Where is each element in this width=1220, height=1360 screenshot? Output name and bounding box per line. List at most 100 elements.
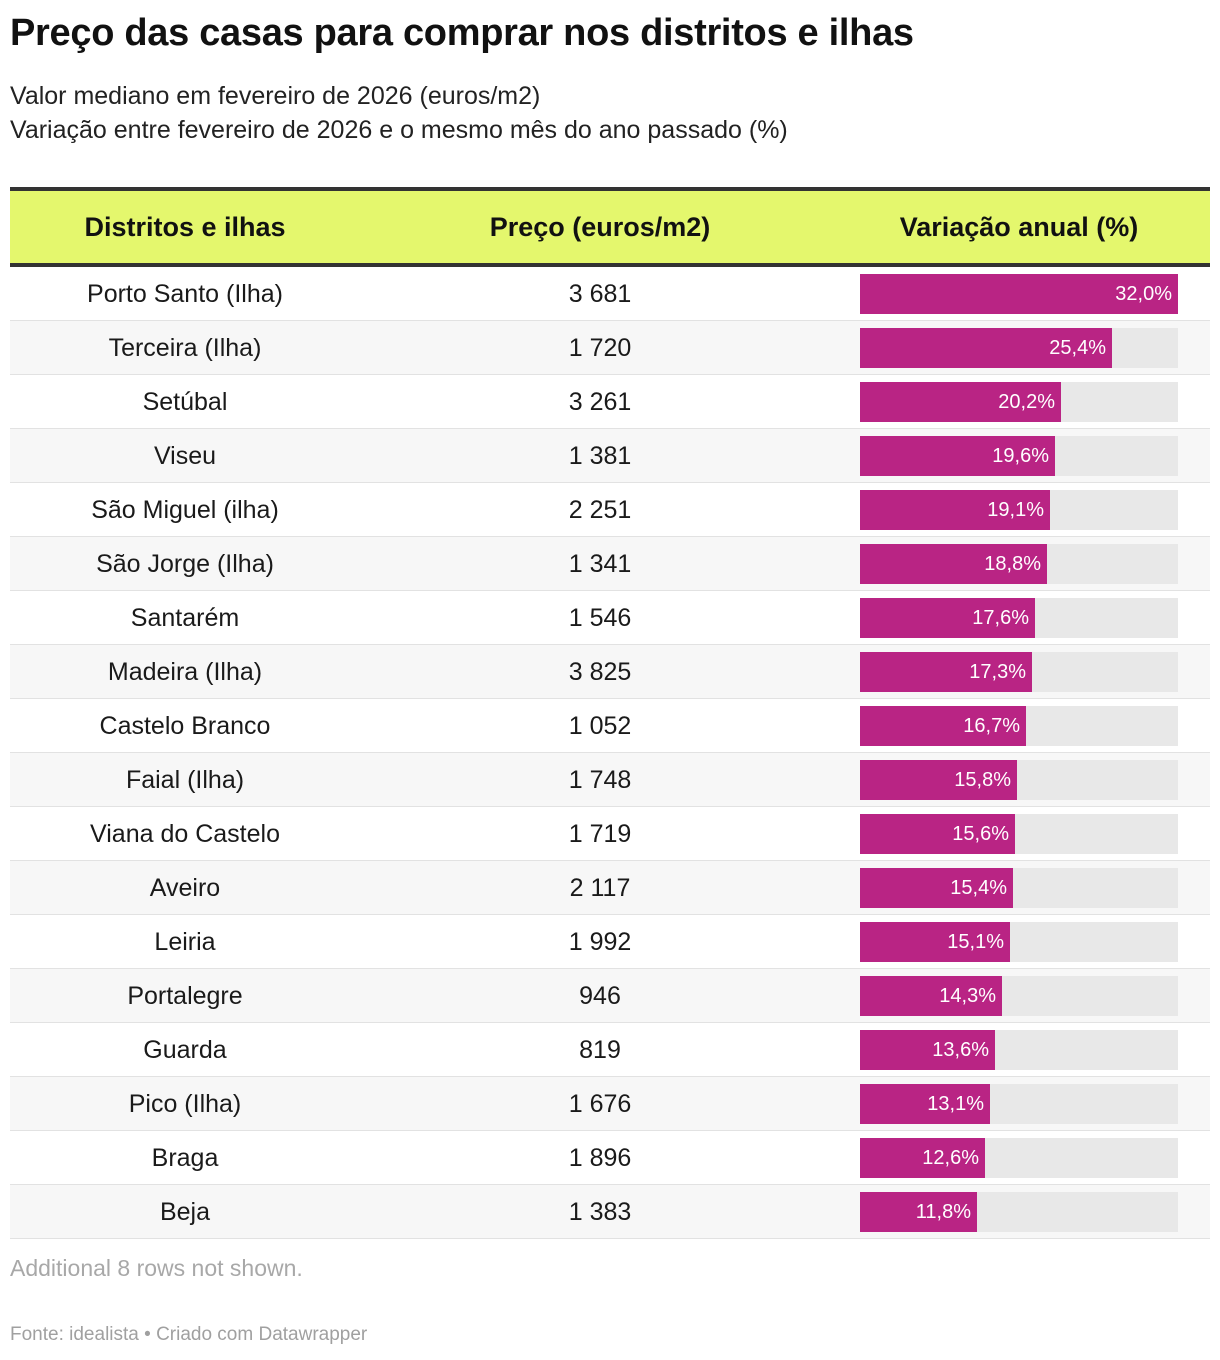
cell-price: 1 748 [568,766,632,794]
bar-track: 17,6% [860,598,1178,638]
bar-track: 19,6% [860,436,1178,476]
table-row: Viana do Castelo 1 719 15,6% [10,807,1210,861]
bar-change [860,274,1178,314]
bar-change [860,976,1002,1016]
cell-price: 1 383 [568,1198,632,1226]
cell-district: Guarda [143,1036,227,1064]
bar-track: 32,0% [860,274,1178,314]
cell-price: 819 [579,1036,621,1064]
table-row: Leiria 1 992 15,1% [10,915,1210,969]
cell-price: 1 381 [568,442,632,470]
bar-change [860,922,1010,962]
cell-district: Viseu [153,442,217,470]
cell-price: 1 341 [568,550,632,578]
cell-price: 1 896 [568,1144,632,1172]
column-header-district[interactable]: Distritos e ilhas [84,212,286,242]
bar-change [860,706,1026,746]
cell-district: São Jorge (Ilha) [96,550,274,578]
bar-track: 12,6% [860,1138,1178,1178]
bar-change [860,544,1047,584]
source-footer: Fonte: idealista • Criado com Datawrappe… [10,1324,368,1345]
bar-track: 15,8% [860,760,1178,800]
table-row: Braga 1 896 12,6% [10,1131,1210,1185]
bar-value-label: 32,0% [1115,283,1172,305]
cell-district: Pico (Ilha) [128,1090,242,1118]
cell-price: 1 719 [568,820,632,848]
bar-track: 17,3% [860,652,1178,692]
table-row: Pico (Ilha) 1 676 13,1% [10,1077,1210,1131]
table-row: Faial (Ilha) 1 748 15,8% [10,753,1210,807]
bar-change [860,652,1032,692]
cell-district: Santarém [130,604,240,632]
bar-value-label: 15,6% [952,823,1009,845]
cell-district: Braga [151,1144,219,1172]
cell-district: Aveiro [149,874,221,902]
bar-value-label: 16,7% [963,715,1020,737]
bar-track: 20,2% [860,382,1178,422]
bar-change [860,1138,985,1178]
bar-value-label: 17,3% [969,661,1026,683]
cell-price: 3 261 [568,388,632,416]
bar-value-label: 15,4% [950,877,1007,899]
cell-district: Setúbal [142,388,228,416]
table-row: Guarda 819 13,6% [10,1023,1210,1077]
bar-value-label: 12,6% [922,1147,979,1169]
cell-district: Faial (Ilha) [125,766,245,794]
chart-title: Preço das casas para comprar nos distrit… [10,12,914,54]
bar-track: 11,8% [860,1192,1178,1232]
bar-change [860,436,1055,476]
cell-price: 946 [579,982,621,1010]
cell-district: Beja [159,1198,211,1226]
column-header-price[interactable]: Preço (euros/m2) [489,212,711,242]
bar-track: 15,6% [860,814,1178,854]
cell-district: Terceira (Ilha) [108,334,262,362]
table-row: Portalegre 946 14,3% [10,969,1210,1023]
cell-district: Madeira (Ilha) [107,658,263,686]
cell-district: São Miguel (ilha) [91,496,279,524]
bar-value-label: 15,8% [954,769,1011,791]
table-row: São Miguel (ilha) 2 251 19,1% [10,483,1210,537]
table-row: São Jorge (Ilha) 1 341 18,8% [10,537,1210,591]
table-row: Setúbal 3 261 20,2% [10,375,1210,429]
cell-price: 3 825 [568,658,632,686]
bar-value-label: 19,6% [992,445,1049,467]
cell-price: 2 117 [569,874,631,902]
cell-district: Portalegre [127,982,243,1010]
table-body: Porto Santo (Ilha) 3 681 32,0% Terceira (Il… [10,267,1210,1239]
bar-value-label: 14,3% [939,985,996,1007]
bar-track: 16,7% [860,706,1178,746]
cell-district: Leiria [154,928,216,956]
table-row: Santarém 1 546 17,6% [10,591,1210,645]
bar-track: 25,4% [860,328,1178,368]
bar-value-label: 25,4% [1049,337,1106,359]
bar-track: 14,3% [860,976,1178,1016]
cell-price: 1 052 [568,712,632,740]
cell-price: 1 992 [568,928,632,956]
cell-district: Viana do Castelo [90,820,280,848]
column-header-change[interactable]: Variação anual (%) [899,212,1139,242]
chart-subtitle-line2: Variação entre fevereiro de 2026 e o mes… [10,116,788,144]
bar-value-label: 20,2% [998,391,1055,413]
bar-change [860,598,1035,638]
data-table: Distritos e ilhas Preço (euros/m2) Varia… [10,187,1210,1239]
table-row: Beja 1 383 11,8% [10,1185,1210,1239]
table-row: Aveiro 2 117 15,4% [10,861,1210,915]
bar-value-label: 19,1% [987,499,1044,521]
bar-change [860,1192,977,1232]
bar-value-label: 11,8% [915,1201,971,1223]
bar-value-label: 18,8% [984,553,1041,575]
table-row: Viseu 1 381 19,6% [10,429,1210,483]
bar-track: 15,4% [860,868,1178,908]
bar-change [860,1084,990,1124]
cell-price: 2 251 [568,496,632,524]
table-header: Distritos e ilhas Preço (euros/m2) Varia… [10,187,1210,267]
bar-value-label: 15,1% [947,931,1004,953]
chart-subtitle-line1: Valor mediano em fevereiro de 2026 (euro… [10,82,541,110]
bar-track: 19,1% [860,490,1178,530]
cell-price: 1 546 [568,604,632,632]
cell-price: 1 676 [568,1090,632,1118]
bar-track: 15,1% [860,922,1178,962]
bar-value-label: 13,1% [927,1093,984,1115]
bar-change [860,490,1050,530]
cell-price: 3 681 [568,280,632,308]
